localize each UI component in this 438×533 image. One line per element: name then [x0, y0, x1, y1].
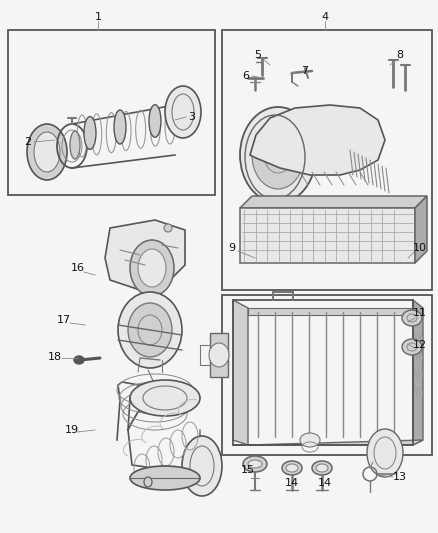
Text: 5: 5	[254, 50, 261, 60]
Ellipse shape	[316, 464, 328, 472]
Text: 2: 2	[25, 137, 32, 147]
Ellipse shape	[114, 110, 126, 144]
Ellipse shape	[84, 117, 96, 149]
Ellipse shape	[240, 107, 316, 203]
Ellipse shape	[402, 339, 422, 355]
Text: 14: 14	[285, 478, 299, 488]
Bar	[222, 295, 432, 455]
Text: 18: 18	[48, 352, 62, 362]
Ellipse shape	[34, 132, 60, 172]
Ellipse shape	[128, 303, 172, 357]
Text: 17: 17	[57, 315, 71, 325]
Ellipse shape	[118, 292, 182, 368]
Text: 12: 12	[413, 340, 427, 350]
Text: 16: 16	[71, 263, 85, 273]
Ellipse shape	[164, 224, 172, 232]
Ellipse shape	[243, 456, 267, 472]
Polygon shape	[105, 220, 185, 290]
Text: 9: 9	[229, 243, 236, 253]
Polygon shape	[415, 196, 427, 263]
Text: 19: 19	[65, 425, 79, 435]
Ellipse shape	[144, 477, 152, 487]
Polygon shape	[250, 105, 385, 175]
Polygon shape	[413, 300, 423, 445]
Ellipse shape	[367, 429, 403, 477]
Text: 1: 1	[95, 12, 102, 22]
Ellipse shape	[300, 433, 320, 447]
Ellipse shape	[312, 461, 332, 475]
Ellipse shape	[130, 380, 200, 416]
Text: 13: 13	[393, 472, 407, 482]
Text: 14: 14	[318, 478, 332, 488]
Ellipse shape	[402, 310, 422, 326]
Ellipse shape	[27, 124, 67, 180]
Ellipse shape	[138, 249, 166, 287]
Text: 15: 15	[241, 465, 255, 475]
Ellipse shape	[149, 104, 161, 138]
Ellipse shape	[130, 240, 174, 296]
Ellipse shape	[282, 461, 302, 475]
Polygon shape	[240, 196, 427, 208]
Ellipse shape	[209, 343, 229, 367]
Text: 4: 4	[321, 12, 328, 22]
Text: 11: 11	[413, 308, 427, 318]
Polygon shape	[248, 308, 423, 315]
Ellipse shape	[165, 86, 201, 138]
Text: 10: 10	[413, 243, 427, 253]
Ellipse shape	[182, 436, 222, 496]
Ellipse shape	[248, 460, 262, 468]
Text: 6: 6	[243, 71, 250, 81]
Bar	[222, 30, 432, 290]
Bar	[240, 208, 415, 263]
Text: 8: 8	[396, 50, 403, 60]
Polygon shape	[233, 440, 423, 445]
Ellipse shape	[130, 466, 200, 490]
Ellipse shape	[252, 121, 304, 189]
Polygon shape	[210, 333, 228, 377]
Text: 3: 3	[188, 112, 195, 122]
Text: 7: 7	[301, 66, 308, 76]
Ellipse shape	[286, 464, 298, 472]
Bar	[8, 30, 215, 195]
Ellipse shape	[70, 131, 80, 159]
Ellipse shape	[74, 356, 84, 364]
Polygon shape	[233, 300, 248, 445]
